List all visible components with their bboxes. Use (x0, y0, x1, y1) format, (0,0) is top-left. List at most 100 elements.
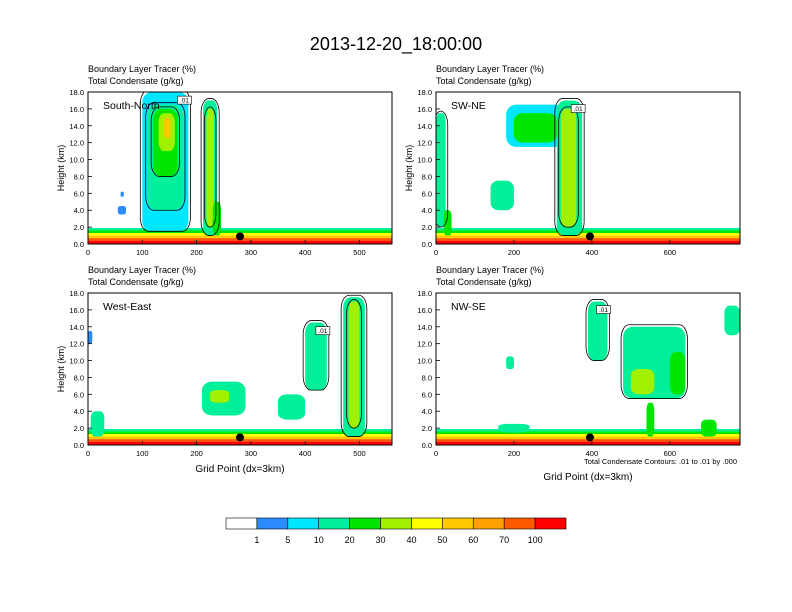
panel-subtitle-condensate: Total Condensate (g/kg) (436, 277, 532, 287)
boundary-layer-band (436, 428, 740, 432)
y-tick-label: 2.0 (422, 424, 432, 433)
contour-label: .01 (574, 106, 583, 113)
colorbar-swatch (411, 517, 443, 530)
condensate-contour (620, 324, 688, 399)
y-tick-label: 2.0 (422, 223, 432, 232)
contour-label-box (315, 326, 331, 335)
colorbar-label: 5 (285, 535, 290, 545)
tracer-cell (724, 305, 740, 336)
boundary-layer-band (436, 431, 740, 435)
x-tick-label: 0 (434, 449, 438, 458)
tracer-cell (560, 108, 577, 228)
x-tick-label: 200 (190, 248, 203, 257)
boundary-layer-band (88, 428, 392, 432)
tracer-cell (348, 301, 360, 429)
y-tick-label: 4.0 (422, 407, 432, 416)
boundary-layer-band (88, 227, 392, 231)
tracer-cell (210, 390, 230, 403)
colorbar: 1 5 10 20 30 40 50 60 70 100 (225, 517, 567, 545)
x-axis-label: Grid Point (dx=3km) (195, 464, 284, 475)
condensate-contour (203, 106, 217, 228)
colorbar-swatch (534, 517, 567, 530)
condensate-contour (145, 102, 186, 211)
panel-west-east: Boundary Layer Tracer (%) Total Condensat… (56, 265, 393, 475)
x-tick-label: 400 (586, 248, 599, 257)
tracer-cell (513, 113, 557, 143)
panel-frame (87, 91, 393, 245)
location-marker (236, 232, 244, 241)
colorbar-swatch (318, 517, 350, 530)
x-tick-label: 400 (299, 449, 312, 458)
x-tick-label: 0 (434, 248, 438, 257)
contour-footnote: Total Condensate Contours: .01 to .01 by… (584, 457, 737, 466)
panel-name: West-East (103, 301, 151, 313)
tracer-cell (164, 117, 171, 139)
x-tick-label: 600 (664, 449, 677, 458)
colorbar-label: 20 (345, 535, 355, 545)
x-tick-label: 400 (299, 248, 312, 257)
y-tick-label: 14.0 (417, 323, 432, 332)
tracer-cell (90, 411, 105, 437)
y-tick-label: 0.0 (74, 441, 84, 450)
colorbar-swatch (287, 517, 320, 530)
panel-field (88, 92, 392, 244)
panel-subtitle-tracer: Boundary Layer Tracer (%) (88, 265, 196, 275)
condensate-contour (346, 299, 362, 429)
y-tick-label: 14.0 (69, 122, 84, 131)
colorbar-label: 50 (437, 535, 447, 545)
panel-subtitle-tracer: Boundary Layer Tracer (%) (88, 64, 196, 74)
panel-sw-ne: Boundary Layer Tracer (%) Total Condensat… (404, 64, 741, 257)
colorbar-label: 30 (376, 535, 386, 545)
y-tick-label: 6.0 (74, 390, 84, 399)
tracer-cell (206, 108, 214, 228)
y-tick-label: 0.0 (422, 441, 432, 450)
y-tick-label: 18.0 (417, 289, 432, 298)
tracer-cell (498, 423, 530, 433)
panel-south-north: Boundary Layer Tracer (%) Total Condensat… (56, 64, 393, 257)
tracer-cell (443, 210, 452, 236)
contour-label-box (570, 104, 586, 113)
location-marker (585, 433, 594, 442)
tracer-cell (120, 191, 124, 197)
colorbar-swatch (380, 517, 412, 530)
tracer-cell (278, 394, 306, 420)
x-tick-label: 0 (86, 248, 90, 257)
panel-subtitle-condensate: Total Condensate (g/kg) (88, 277, 184, 287)
panel-subtitle-condensate: Total Condensate (g/kg) (88, 76, 184, 86)
y-tick-label: 0.0 (422, 240, 432, 249)
condensate-contour (200, 98, 220, 236)
y-tick-label: 12.0 (417, 340, 432, 349)
tracer-cell (630, 369, 655, 395)
colorbar-swatch (472, 517, 505, 530)
x-tick-label: 200 (190, 449, 203, 458)
tracer-cell (117, 206, 126, 215)
contour-label-box (596, 305, 611, 314)
contour-label: .01 (318, 328, 327, 335)
condensate-contour (302, 320, 330, 391)
colorbar-swatch (349, 517, 381, 530)
x-tick-label: 100 (136, 248, 149, 257)
y-tick-label: 10.0 (69, 357, 84, 366)
y-tick-label: 18.0 (417, 88, 432, 97)
y-tick-label: 16.0 (417, 105, 432, 114)
colorbar-label: 60 (468, 535, 478, 545)
y-tick-label: 16.0 (69, 105, 84, 114)
panel-frame (87, 292, 393, 446)
colorbar-swatch (256, 517, 289, 530)
condensate-contour (558, 106, 579, 228)
boundary-layer-band (436, 441, 740, 445)
panel-name: SW-NE (451, 100, 486, 112)
panel-frame (435, 292, 741, 446)
tracer-cell (669, 352, 686, 395)
colorbar-label: 100 (528, 535, 543, 545)
boundary-layer-band (88, 431, 392, 435)
colorbar-swatch (442, 517, 474, 530)
panel-nw-se: Boundary Layer Tracer (%) Total Condensat… (417, 265, 741, 483)
y-tick-label: 14.0 (417, 122, 432, 131)
y-axis-label: Height (km) (56, 346, 66, 393)
y-tick-label: 8.0 (422, 172, 432, 181)
panel-subtitle-tracer: Boundary Layer Tracer (%) (436, 64, 544, 74)
panel-field (88, 294, 392, 445)
y-tick-label: 18.0 (69, 289, 84, 298)
